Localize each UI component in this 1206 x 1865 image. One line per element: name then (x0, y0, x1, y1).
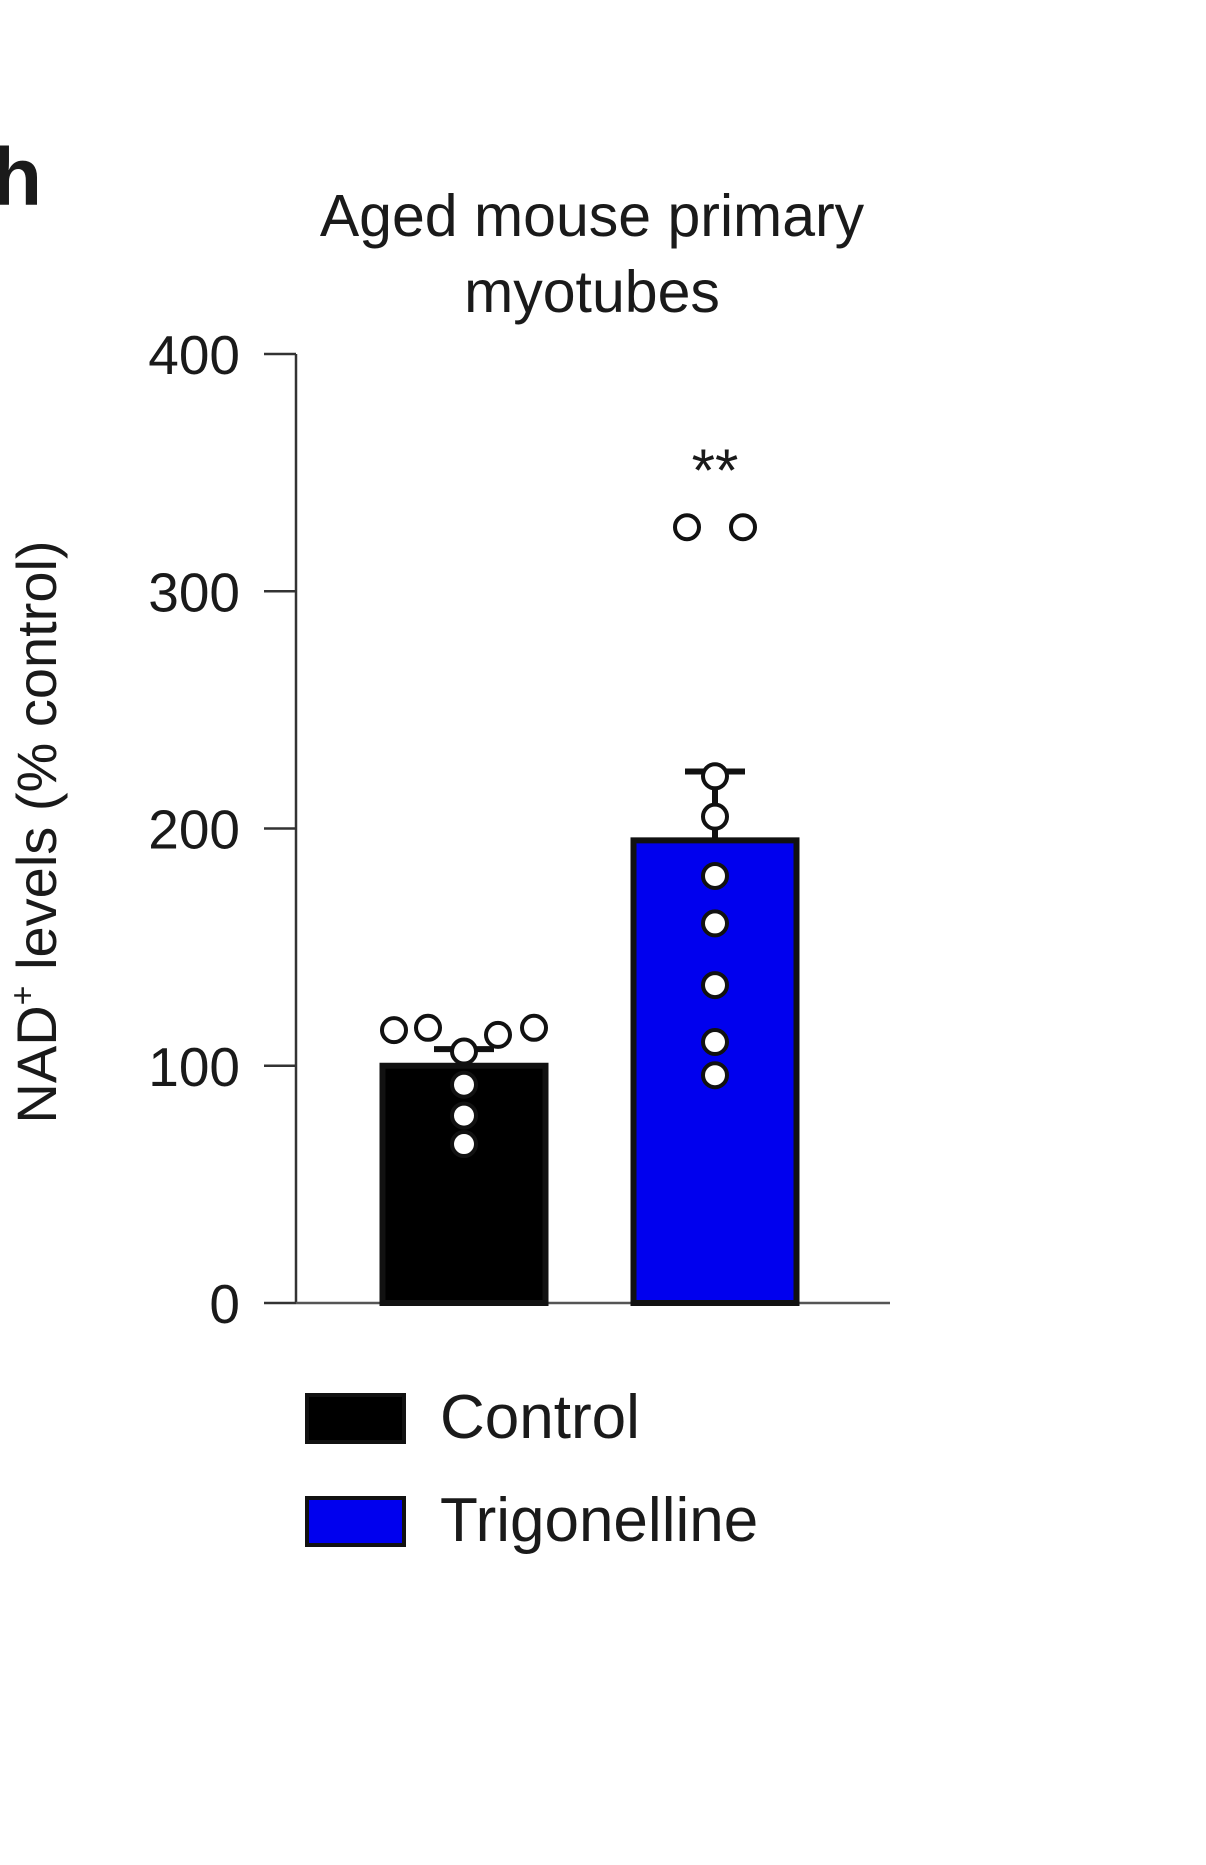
data-point (450, 1101, 478, 1130)
data-point (701, 861, 729, 890)
data-point (673, 513, 701, 542)
data-point (484, 1020, 512, 1049)
data-point (701, 909, 729, 938)
data-point (450, 1070, 478, 1099)
data-point (701, 802, 729, 831)
legend-label: Trigonelline (440, 1486, 758, 1555)
y-axis-label-main: NAD (5, 1005, 68, 1123)
plot-area: 0 100 200 300 400 ** (148, 324, 890, 1335)
data-point (701, 762, 729, 791)
y-tick-label: 200 (148, 799, 240, 861)
y-tick-label: 300 (148, 561, 240, 623)
y-tick-label: 0 (209, 1273, 240, 1335)
y-axis-label-rest: levels (% control) (5, 540, 68, 985)
bar-control (379, 1062, 549, 1306)
y-tick-label: 400 (148, 324, 240, 386)
data-point (520, 1013, 548, 1042)
y-tick-label: 100 (148, 1036, 240, 1098)
significance-marker: ** (692, 437, 739, 504)
legend: Control Trigonelline (305, 1383, 758, 1555)
data-point (701, 971, 729, 1000)
data-point (414, 1013, 442, 1042)
legend-swatch (305, 1496, 406, 1547)
data-point (701, 1028, 729, 1057)
data-point (450, 1037, 478, 1066)
data-point (729, 513, 757, 542)
panel-letter: h (0, 132, 42, 223)
y-axis-label-superscript: + (4, 985, 42, 1005)
chart-title-line-2: myotubes (464, 259, 720, 325)
y-axis-label: NAD+ levels (% control) (4, 540, 68, 1123)
legend-swatch (305, 1393, 406, 1444)
data-point (701, 1061, 729, 1090)
data-point (380, 1016, 408, 1045)
chart-title-line-1: Aged mouse primary (320, 183, 865, 249)
legend-label: Control (440, 1383, 640, 1452)
data-point (450, 1130, 478, 1159)
